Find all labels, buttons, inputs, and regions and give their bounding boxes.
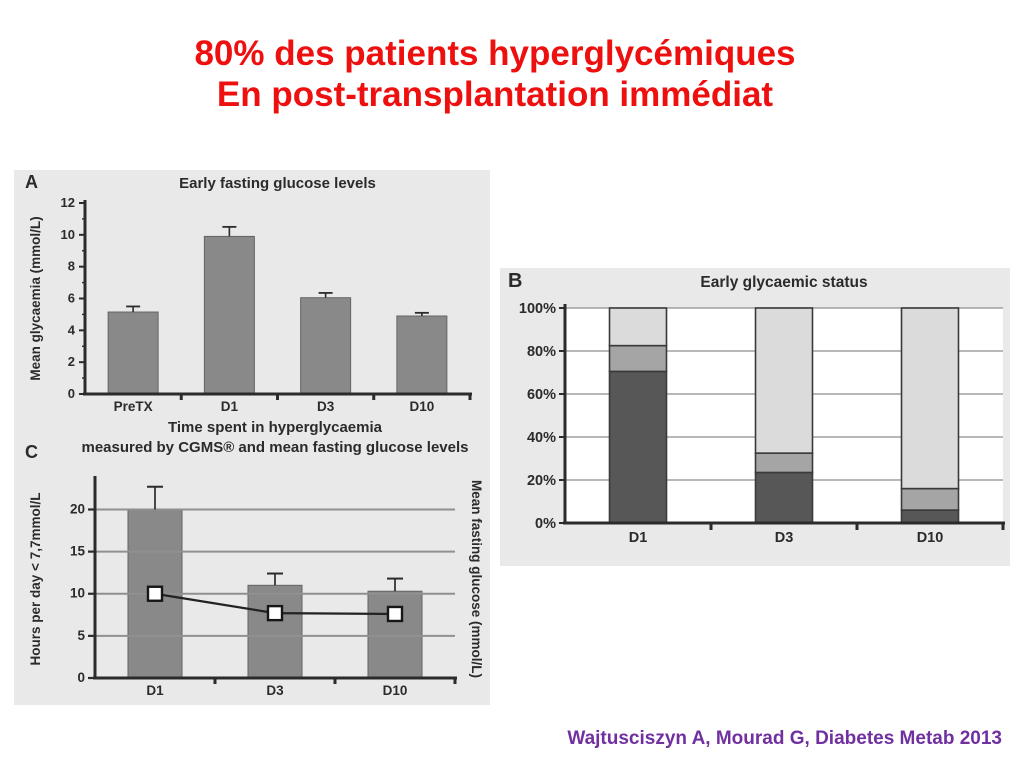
svg-text:0: 0 — [68, 386, 75, 401]
svg-text:6: 6 — [68, 291, 75, 306]
panel-b-label: B — [508, 270, 523, 292]
svg-text:D10: D10 — [409, 399, 434, 414]
svg-text:Hours per day < 7,7mmol/L: Hours per day < 7,7mmol/L — [28, 493, 43, 666]
panel-b-title: Early glycaemic status — [700, 274, 868, 291]
panel-c-title-line2: measured by CGMS® and mean fasting gluco… — [81, 439, 469, 456]
figure-panels-a-c: A Early fasting glucose levels PreTX D1 D3… — [14, 170, 490, 705]
citation: Wajtusciszyn A, Mourad G, Diabetes Metab… — [567, 728, 1002, 749]
panel-c-label: C — [25, 442, 38, 462]
panel-a-label: A — [25, 172, 38, 192]
svg-text:D3: D3 — [266, 683, 284, 698]
panel-c-bar-line-chart: D1 D3 D10 0 5 10 15 20 Hours per day < 7,7mmol/L… — [28, 476, 484, 698]
svg-text:8: 8 — [68, 259, 75, 274]
svg-text:80%: 80% — [527, 344, 556, 360]
svg-text:20%: 20% — [527, 473, 556, 489]
svg-text:0: 0 — [77, 670, 85, 685]
svg-text:20: 20 — [70, 501, 85, 516]
figure-panel-b: B Early glycaemic status D1 D3 D10 0% 20% 40%… — [500, 268, 1010, 566]
svg-text:D10: D10 — [917, 530, 944, 546]
svg-text:15: 15 — [70, 544, 86, 559]
slide-title-line1: 80% des patients hyperglycémiques — [194, 34, 796, 73]
svg-text:10: 10 — [61, 227, 75, 242]
svg-text:4: 4 — [68, 322, 76, 337]
svg-text:100%: 100% — [519, 301, 556, 317]
slide-title: 80% des patients hyperglycémiques En pos… — [0, 34, 990, 116]
svg-text:60%: 60% — [527, 387, 556, 403]
panel-a-title: Early fasting glucose levels — [179, 175, 376, 192]
svg-text:5: 5 — [77, 628, 85, 643]
svg-text:D1: D1 — [146, 683, 164, 698]
svg-text:40%: 40% — [527, 430, 556, 446]
slide-title-line2: En post-transplantation immédiat — [216, 74, 774, 114]
panel-b-stacked-bar-chart: D1 D3 D10 0% 20% 40% 60% 80% 100% — [519, 301, 1005, 546]
svg-text:12: 12 — [61, 195, 75, 210]
svg-text:0%: 0% — [535, 516, 556, 532]
svg-text:D1: D1 — [629, 530, 648, 546]
svg-text:D3: D3 — [317, 399, 335, 414]
svg-text:D3: D3 — [775, 530, 794, 546]
svg-text:10: 10 — [70, 586, 85, 601]
svg-text:D10: D10 — [383, 683, 408, 698]
svg-text:PreTX: PreTX — [114, 399, 153, 414]
panel-c-title-line1: Time spent in hyperglycaemia — [168, 419, 382, 436]
svg-text:D1: D1 — [221, 399, 239, 414]
svg-text:Mean glycaemia (mmol/L): Mean glycaemia (mmol/L) — [28, 216, 43, 380]
panel-a-bar-chart: PreTX D1 D3 D10 0 2 4 6 8 10 12 Mean glycaemia (mmo… — [28, 195, 472, 414]
svg-text:Mean fasting glucose (mmol/L): Mean fasting glucose (mmol/L) — [469, 480, 484, 678]
svg-text:2: 2 — [68, 354, 75, 369]
